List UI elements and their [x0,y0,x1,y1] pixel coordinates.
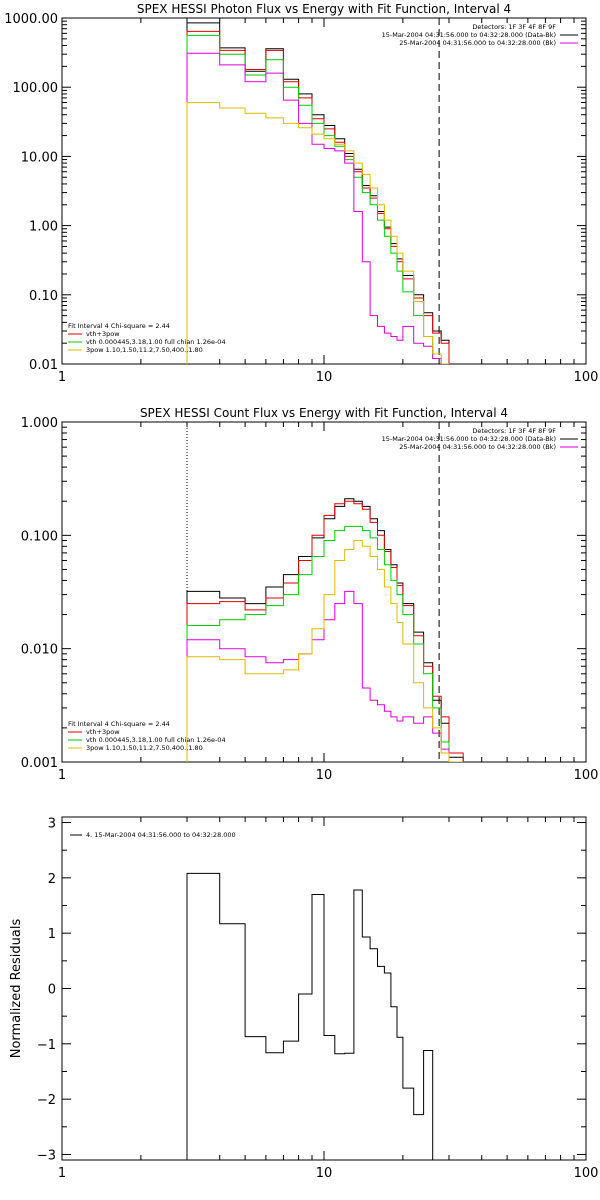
series-line [186,540,464,762]
x-tick-label: 10 [316,370,333,385]
x-tick-label: 1 [58,370,66,385]
y-tick-label: 100.00 [13,81,59,96]
plot-frame [61,421,587,763]
y-tick-label: 1.00 [29,220,58,235]
y-tick-label: 1 [48,927,56,942]
x-tick-label: 100 [574,768,599,783]
y-tick-label: 1.000 [21,416,58,431]
chart-title: SPEX HESSI Count Flux vs Energy with Fit… [140,406,508,420]
y-tick-label: 0 [48,983,56,998]
y-tick-label: 1000.00 [4,12,58,27]
x-tick-label: 100 [574,1166,599,1181]
x-tick-label: 1 [58,1166,66,1181]
fit-legend-text: 3pow 1.10,1.50,11.2,7.50,400.,1.80 [86,744,203,752]
residual-legend-text: 4. 15-Mar-2004 04:31:56.000 to 04:32:28.… [86,831,236,839]
y-axis-label: Normalized Residuals [9,919,24,1059]
y-tick-label: 10.00 [21,150,58,165]
series-line [186,52,449,364]
series-line [186,525,464,762]
fit-legend-text: vth 0.000445,3.18,1.00 full chian 1.26e-… [86,338,226,346]
header-text: 25-Mar-2004 04:31:56.000 to 04:32:28.000… [399,443,556,451]
series-line [186,22,450,364]
y-tick-label: 0.01 [29,358,58,373]
y-tick-label: 3 [48,817,56,832]
header-text: Detectors: 1F 3F 4F 8F 9F [472,427,556,435]
chart-title: SPEX HESSI Photon Flux vs Energy with Fi… [137,2,511,16]
header-text: Detectors: 1F 3F 4F 8F 9F [472,23,556,31]
series-line [186,498,464,762]
fit-legend-text: 3pow 1.10,1.50,11.2,7.50,400.,1.80 [86,346,203,354]
fit-legend-text: Fit Interval 4 Chi-square = 2.44 [68,322,170,330]
plot-frame [61,17,587,365]
x-tick-label: 10 [316,1166,333,1181]
header-text: 25-Mar-2004 04:31:56.000 to 04:32:28.000… [399,39,556,47]
series-line [186,30,450,364]
series-line [186,34,449,364]
fit-legend-text: Fit Interval 4 Chi-square = 2.44 [68,720,170,728]
x-tick-label: 1 [58,768,66,783]
fit-legend-text: vth+3pow [86,330,120,338]
header-text: 15-Mar-2004 04:31:56.000 to 04:32:28.000… [382,31,556,39]
y-tick-label: 0.10 [29,289,58,304]
header-text: 15-Mar-2004 04:31:56.000 to 04:32:28.000… [382,435,556,443]
y-tick-label: 2 [48,872,56,887]
series-line [186,872,442,1160]
series-line [186,102,449,364]
fit-legend-text: vth+3pow [86,728,120,736]
y-tick-label: 0.001 [21,756,58,771]
y-tick-label: −1 [37,1038,56,1053]
x-tick-label: 10 [316,768,333,783]
fit-legend-text: vth 0.000445,3.18,1.00 full chian 1.26e-… [86,736,226,744]
y-tick-label: −3 [37,1148,56,1163]
y-tick-label: −2 [37,1093,56,1108]
y-tick-label: 0.010 [21,643,58,658]
x-tick-label: 100 [574,370,599,385]
y-tick-label: 0.100 [21,529,58,544]
series-line [186,590,464,762]
